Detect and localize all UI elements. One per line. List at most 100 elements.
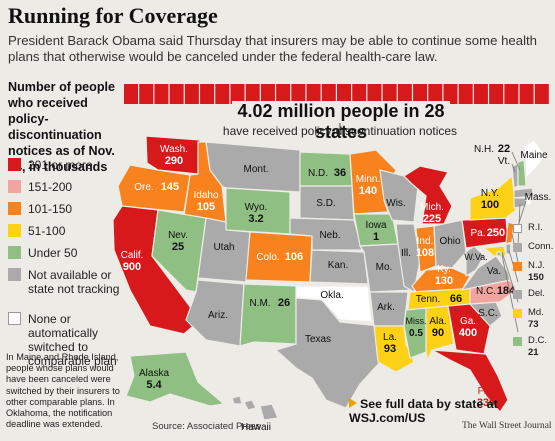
state-nm [239,283,297,347]
state-miss [403,307,427,359]
label-ark: Ark. [377,302,395,313]
label-mo: Mo. [376,262,393,273]
legend-item-none: None or automatically switched to compar… [8,309,126,368]
bar-segment [215,84,230,104]
label-hawaii: Hawaii [241,422,271,433]
full-data-link-label: See full data by state at WSJ.com/US [349,397,498,425]
legend-item-101-150: 101-150 [8,199,126,221]
publisher-credit: The Wall Street Journal [462,421,552,431]
states-layer [112,135,547,421]
legend-label: None or automatically switched to compar… [28,312,117,368]
ne-swatch [513,290,522,299]
legend-label: 101-150 [28,202,73,216]
label-wash-value: 290 [165,155,183,167]
label-ohio: Ohio [439,236,461,247]
label-vt: Vt. [498,156,510,167]
bar-segment [321,84,336,104]
label-ala-name: Ala. [429,316,446,327]
label-la-name: La. [383,332,397,343]
state-ga [447,303,491,355]
label-nev-name: Nev. [168,230,188,241]
label-ind-value: 108 [416,247,434,259]
label-ala-value: 90 [432,327,444,339]
full-data-link[interactable]: See full data by state at WSJ.com/US [349,397,555,425]
bar-segment [458,84,473,104]
bar-segment [200,84,215,104]
ne-label-value: 73 [528,319,539,330]
label-ky-value: 130 [435,275,453,287]
legend-item-not-available: Not available or state not tracking [8,265,126,309]
page-title: Running for Coverage [8,3,218,28]
bar-segment [291,84,306,104]
label-calif-name: Calif. [121,250,144,261]
label-minn-name: Minn. [356,174,380,185]
state-dc [496,251,502,257]
label-texas: Texas [305,334,331,345]
bar-segment [230,84,245,104]
state-mass [513,187,535,199]
total-subline: have received policy-discontinuation not… [222,124,458,138]
label-wash-name: Wash. [160,144,188,155]
legend-swatch [8,180,21,193]
state-nev [151,209,207,293]
bar-segment [260,84,275,104]
bar-segment [306,84,321,104]
ne-label-name: Md. [528,307,544,318]
bar-segment [184,84,199,104]
ne-label-name: D.C. [528,335,547,346]
label-mont: Mont. [243,164,268,175]
label-nc-name: N.C. [476,286,496,297]
ne-label: R.I. [528,222,543,233]
label-mich-value: 225 [423,213,441,225]
label-ga-name: Ga. [460,316,476,327]
label-wva: W.Va. [464,252,487,262]
label-neb: Neb. [319,230,340,241]
footnote: In Maine and Rhode Island, people whose … [6,352,120,430]
legend-label: Not available or state not tracking [28,268,120,296]
label-nh-name: N.H. [474,144,494,155]
label-okla: Okla. [320,290,343,301]
bar-segment [413,84,428,104]
label-tenn-value: 66 [450,293,462,305]
legend-swatch [8,312,21,325]
label-idaho-name: Idaho [193,190,218,201]
label-ind-name: Ind. [417,236,434,247]
bar-strip [124,84,549,104]
label-alaska-value: 5.4 [146,379,162,391]
label-nd-value: 36 [334,167,346,179]
label-wis: Wis. [386,198,405,209]
state-va [460,255,511,291]
ne-row-dc: D.C. 21 [513,335,555,363]
label-colo-value: 106 [285,251,303,263]
bar-segment [504,84,519,104]
state-del [505,243,512,255]
label-ariz: Ariz. [208,310,228,321]
ne-swatch [513,243,522,252]
label-alaska-name: Alaska [139,368,169,379]
ne-row-ri: R.I. [513,222,555,241]
bar-segment [489,84,504,104]
ne-swatch [513,262,522,271]
label-ore-value: 145 [161,181,179,193]
label-fla-value: 330 [477,397,495,409]
legend-swatch [8,246,21,259]
ne-label: Md. 73 [528,307,544,331]
bar-segment [382,84,397,104]
bar-segment [534,84,549,104]
ne-label-value: 150 [528,272,544,283]
label-calif-value: 900 [123,261,141,273]
legend-item-201-plus: 201 or more [8,155,126,177]
label-sc: S.C. [478,308,497,319]
legend-swatch [8,158,21,171]
label-utah: Utah [213,242,234,253]
page-subtitle: President Barack Obama said Thursday tha… [8,33,538,64]
ne-label: D.C. 21 [528,335,547,359]
legend-item-51-100: 51-100 [8,221,126,243]
label-kan: Kan. [328,260,349,271]
legend-label: 51-100 [28,224,66,238]
ne-label: Del. [528,288,545,299]
bar-segment [397,84,412,104]
state-labels: Wash. 290 Ore. 145 Calif. 900 Idaho 105 … [121,143,552,433]
label-ky-name: Ky. [437,264,451,275]
